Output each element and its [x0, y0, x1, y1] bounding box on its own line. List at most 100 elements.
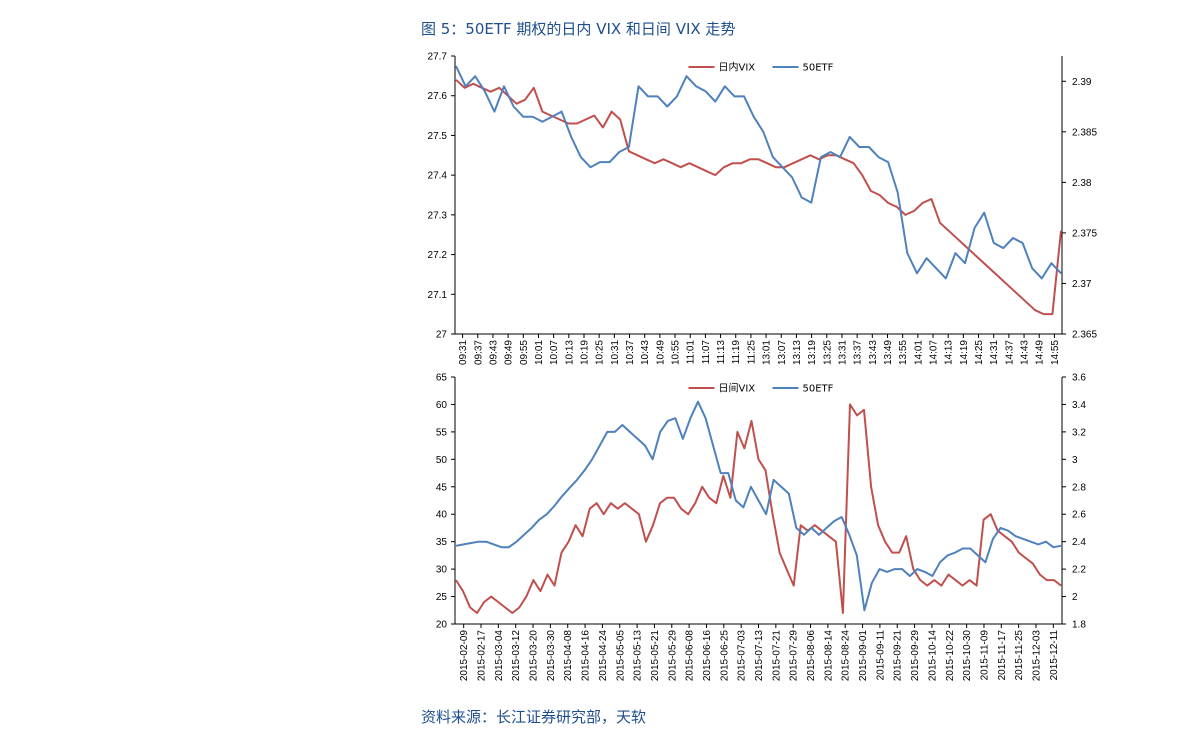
x-tick-label: 2015-10-14 [927, 630, 938, 682]
x-tick-label: 13:07 [777, 340, 788, 365]
left-tick-label: 27.4 [428, 171, 448, 182]
legend-label: 50ETF [803, 384, 834, 395]
x-tick-label: 14:31 [989, 340, 1000, 365]
right-tick-label: 2.2 [1072, 565, 1086, 576]
left-tick-label: 27.6 [428, 91, 448, 102]
right-tick-label: 2.4 [1072, 537, 1086, 548]
x-tick-label: 09:49 [504, 340, 515, 365]
left-tick-label: 27 [436, 330, 448, 341]
series-line-vix [455, 79, 1062, 316]
x-tick-label: 10:07 [549, 340, 560, 365]
x-tick-label: 2015-06-25 [719, 630, 730, 682]
x-tick-label: 10:13 [564, 340, 575, 365]
x-tick-label: 13:43 [868, 340, 879, 365]
x-tick-label: 2015-05-29 [667, 630, 678, 682]
x-tick-label: 2015-03-20 [529, 630, 540, 682]
right-tick-label: 2.6 [1072, 510, 1086, 521]
left-tick-label: 20 [436, 620, 448, 631]
series-line-etf [455, 400, 1062, 612]
x-tick-label: 2015-09-21 [893, 630, 904, 682]
right-tick-label: 3.2 [1072, 427, 1086, 438]
chart-2: 20 25 30 35 40 45 50 55 60 65 1.8 2 2.2 2.4 2.6 2.8 3 3.2… [436, 373, 1086, 682]
x-tick-label: 13:55 [898, 340, 909, 365]
series-line-etf [455, 65, 1062, 280]
x-tick-label: 14:55 [1050, 340, 1061, 365]
right-tick-label: 2.8 [1072, 482, 1086, 493]
legend-label: 50ETF [803, 63, 834, 74]
left-tick-label: 50 [436, 455, 448, 466]
x-tick-label: 09:55 [519, 340, 530, 365]
x-tick-label: 14:07 [929, 340, 940, 365]
right-tick-label: 2 [1072, 592, 1078, 603]
x-tick-label: 2015-07-21 [771, 630, 782, 682]
x-tick-label: 13:13 [792, 340, 803, 365]
left-tick-label: 27.1 [428, 290, 448, 301]
x-tick-label: 2015-09-29 [910, 630, 921, 682]
x-tick-label: 14:13 [944, 340, 955, 365]
x-tick-label: 10:37 [625, 340, 636, 365]
x-tick-label: 2015-11-09 [979, 630, 990, 681]
x-tick-label: 13:01 [762, 340, 773, 365]
x-tick-label: 10:01 [534, 340, 545, 365]
x-tick-label: 10:43 [640, 340, 651, 365]
x-tick-label: 2015-03-30 [546, 630, 557, 682]
x-tick-label: 2015-07-29 [789, 630, 800, 682]
x-tick-label: 09:37 [473, 340, 484, 365]
x-tick-label: 14:01 [913, 340, 924, 365]
x-tick-label: 13:19 [807, 340, 818, 365]
left-tick-label: 27.3 [428, 210, 448, 221]
x-tick-label: 2015-07-13 [754, 630, 765, 682]
x-tick-label: 2015-02-09 [459, 630, 470, 682]
series-line-vix [455, 403, 1062, 614]
x-tick-label: 2015-11-17 [997, 630, 1008, 681]
x-tick-label: 2015-04-24 [598, 630, 609, 682]
left-tick-label: 27.5 [428, 131, 448, 142]
x-tick-label: 2015-03-04 [494, 630, 505, 682]
x-tick-label: 13:25 [822, 340, 833, 365]
x-tick-label: 2015-10-30 [962, 630, 973, 682]
x-tick-label: 2015-12-11 [1049, 630, 1060, 681]
figure-title: 图 5：50ETF 期权的日内 VIX 和日间 VIX 走势 [421, 20, 736, 38]
x-tick-label: 13:37 [853, 340, 864, 365]
left-tick-label: 35 [436, 537, 448, 548]
left-tick-label: 27.2 [428, 250, 448, 261]
x-tick-label: 11:13 [716, 340, 727, 365]
x-tick-label: 10:49 [655, 340, 666, 365]
right-tick-label: 3.4 [1072, 400, 1086, 411]
left-tick-label: 55 [436, 427, 448, 438]
x-tick-label: 11:25 [746, 340, 757, 365]
x-tick-label: 2015-03-12 [511, 630, 522, 682]
x-tick-label: 10:31 [610, 340, 621, 365]
x-tick-label: 13:49 [883, 340, 894, 365]
legend-label: 日内VIX [719, 61, 756, 74]
x-tick-label: 14:49 [1035, 340, 1046, 365]
x-tick-label: 14:37 [1004, 340, 1015, 365]
right-tick-label: 3 [1072, 455, 1078, 466]
x-tick-label: 14:25 [974, 340, 985, 365]
x-tick-label: 10:55 [671, 340, 682, 365]
left-tick-label: 60 [436, 400, 448, 411]
right-tick-label: 2.375 [1072, 228, 1097, 239]
legend-label: 日间VIX [719, 382, 756, 395]
x-tick-label: 09:31 [458, 340, 469, 365]
x-tick-label: 2015-05-13 [633, 630, 644, 682]
left-tick-label: 30 [436, 565, 448, 576]
x-tick-label: 2015-09-11 [875, 630, 886, 681]
x-tick-label: 14:43 [1020, 340, 1031, 365]
source-note: 资料来源：长江证券研究部，天软 [421, 708, 647, 726]
x-tick-label: 2015-06-16 [702, 630, 713, 682]
x-tick-label: 2015-08-14 [823, 630, 834, 682]
left-tick-label: 27.7 [428, 52, 448, 63]
x-tick-label: 2015-10-22 [945, 630, 956, 682]
x-tick-label: 2015-05-05 [615, 630, 626, 682]
x-tick-label: 11:07 [701, 340, 712, 365]
chart-1: 27 27.1 27.2 27.3 27.4 27.5 27.6 27.7 2.365 2.37 2… [428, 52, 1098, 366]
left-tick-label: 25 [436, 592, 448, 603]
x-tick-label: 2015-08-06 [806, 630, 817, 682]
x-tick-label: 2015-08-24 [841, 630, 852, 682]
x-tick-label: 2015-02-17 [477, 630, 488, 682]
x-tick-label: 2015-05-21 [650, 630, 661, 682]
x-tick-label: 10:19 [579, 340, 590, 365]
x-tick-label: 10:25 [595, 340, 606, 365]
